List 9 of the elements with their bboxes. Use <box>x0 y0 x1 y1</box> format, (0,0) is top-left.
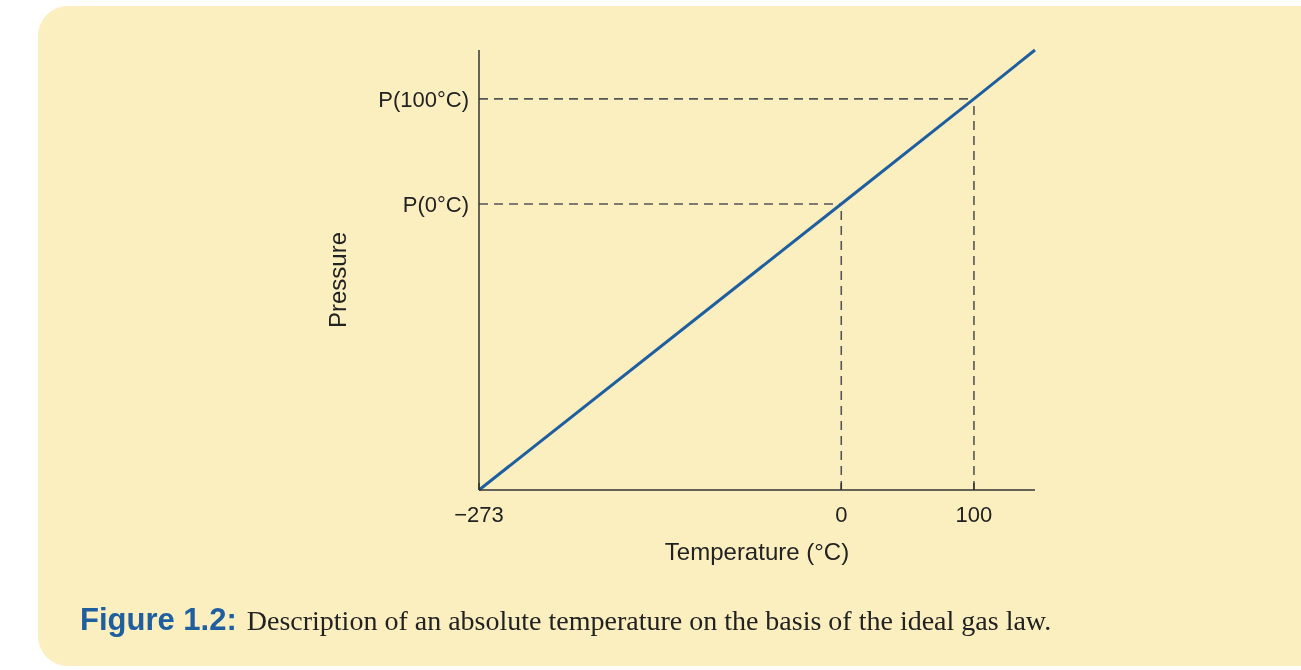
text: Description of an absolute temperature on the basis of the ideal gas law. <box>246 605 1052 636</box>
caption: Figure 1.2: <box>80 602 237 637</box>
ref-line-label: P(0°C) <box>402 192 469 217</box>
x-tick-label: 100 <box>955 502 993 527</box>
y-axis-title: Pressure <box>324 231 351 329</box>
ref-line-label: P(100°C) <box>378 86 469 112</box>
x-axis-title: Temperature (°C) <box>664 538 850 565</box>
x-tick-label: −273 <box>454 502 504 527</box>
x-tick-label: 0 <box>835 502 848 527</box>
